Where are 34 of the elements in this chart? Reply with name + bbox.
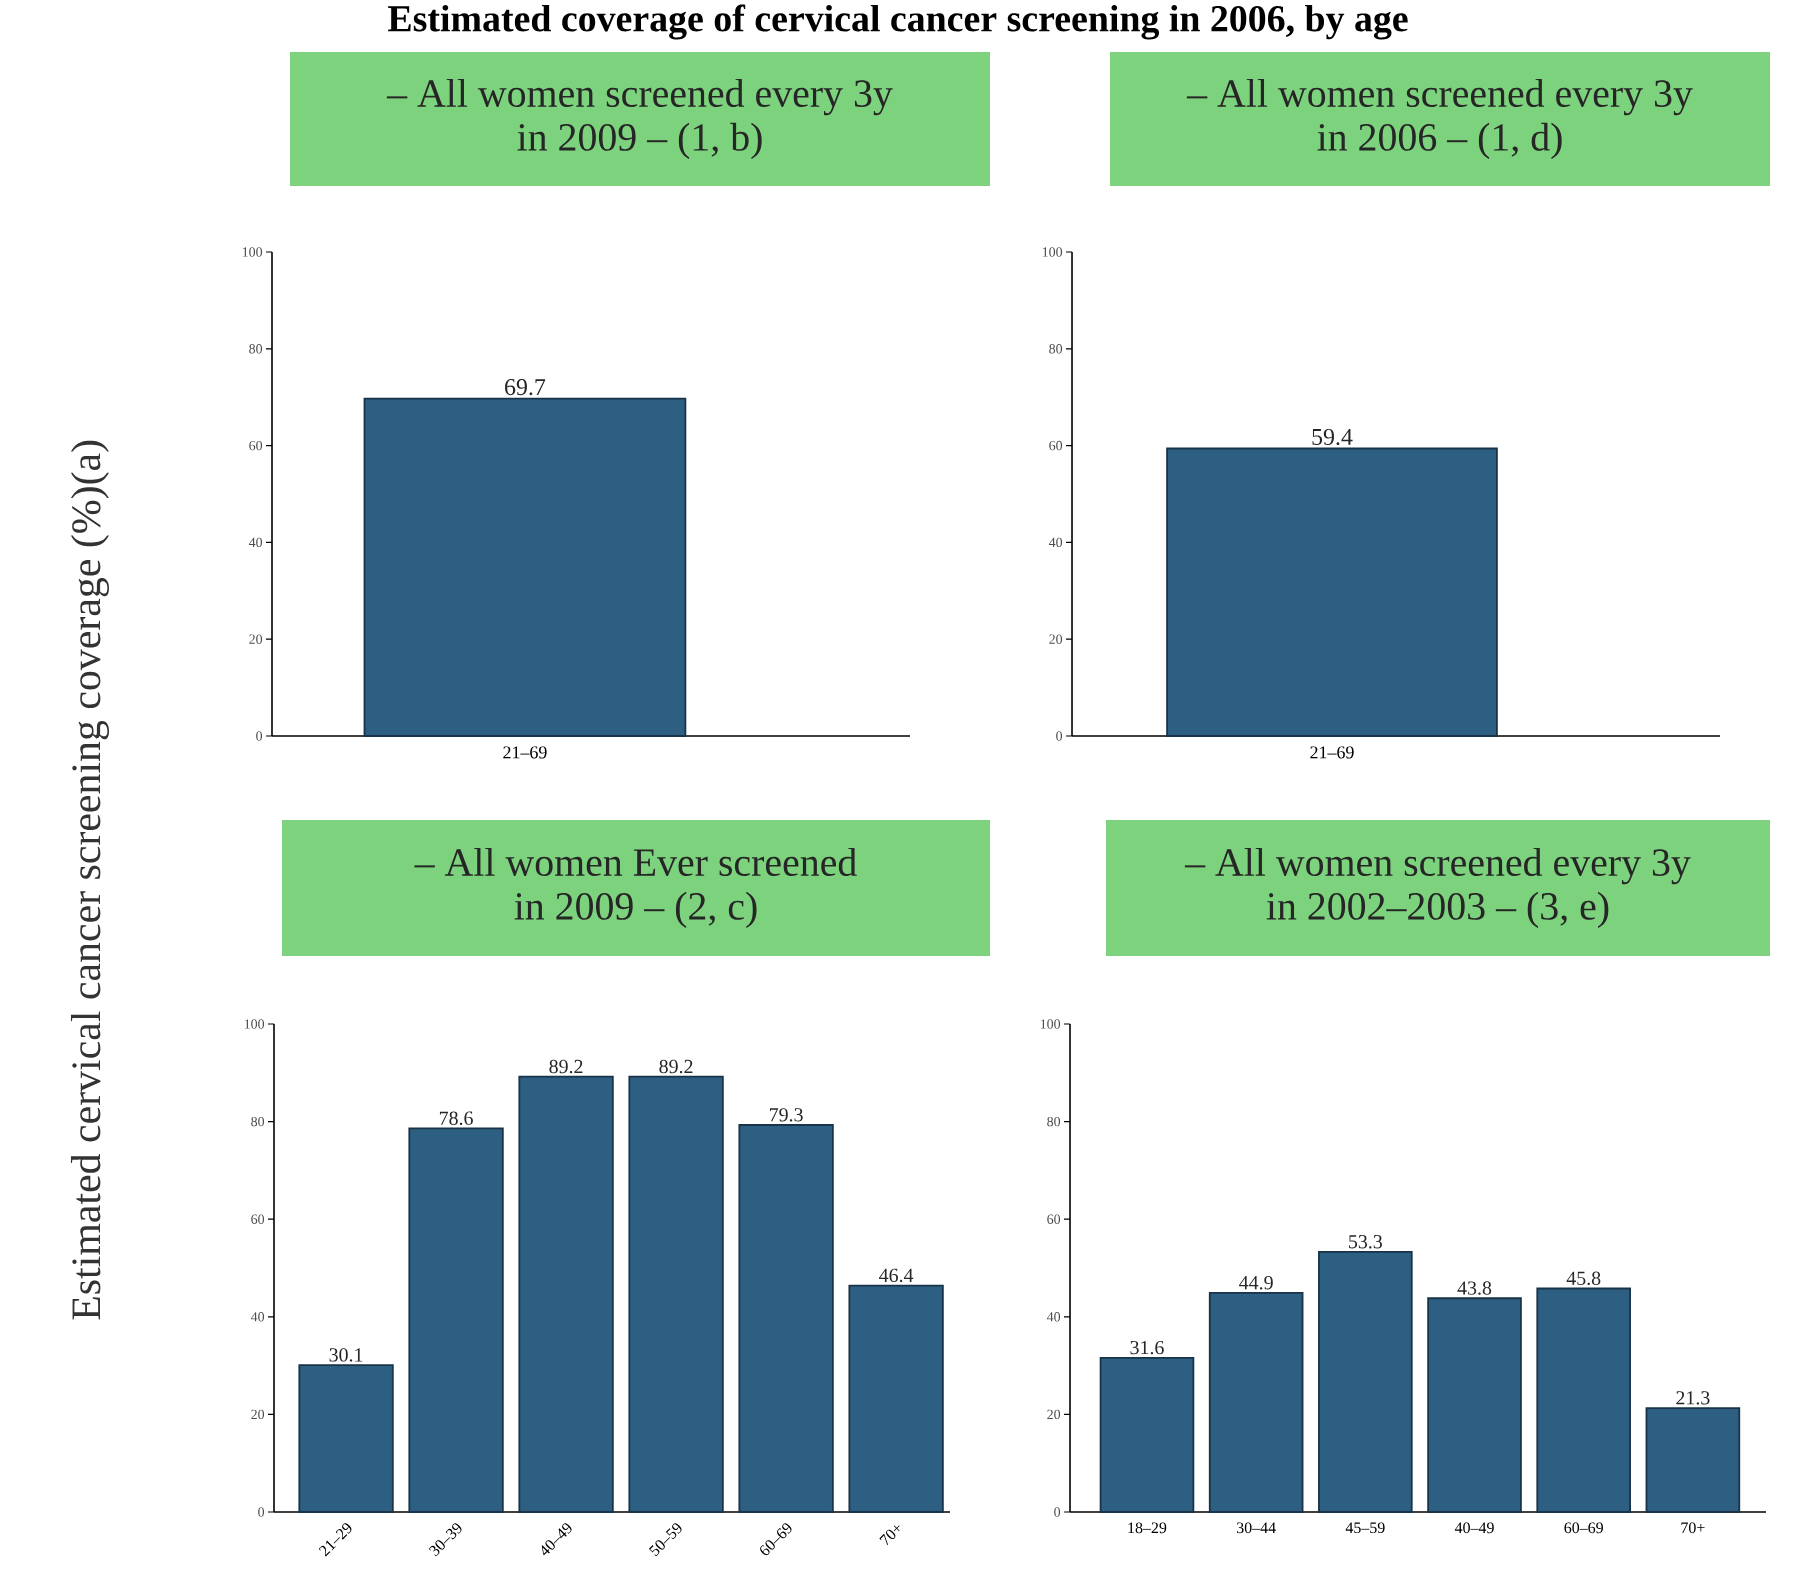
data-label: 30.1 <box>329 1348 363 1362</box>
x-tick-label: 21–69 <box>503 746 547 759</box>
bar <box>1099 1356 1195 1513</box>
data-label: 45.8 <box>1566 1271 1601 1286</box>
bar <box>1318 1250 1413 1513</box>
chart-title: – All women Ever screened in 2009 – (2, c) <box>414 848 857 928</box>
data-label: 59.4 <box>1312 428 1353 446</box>
chart-title: – All women screened every 3y in 2006 – (1, d) <box>1186 78 1693 159</box>
text: Estimated coverage of cervical cancer screening in 2006, by age <box>388 4 1408 40</box>
data-label: 46.4 <box>879 1268 914 1283</box>
x-tick-label: 21–69 <box>1310 746 1354 759</box>
bar <box>408 1127 504 1513</box>
bar <box>1208 1291 1304 1513</box>
data-label: 69.7 <box>505 379 546 396</box>
data-label: 43.8 <box>1457 1281 1492 1295</box>
data-label: 89.2 <box>659 1059 693 1074</box>
bar <box>1427 1297 1522 1513</box>
bar <box>848 1284 944 1513</box>
chart-title: – All women screened every 3y in 2009 – (1, b) <box>386 79 893 159</box>
data-label: 78.6 <box>439 1111 473 1126</box>
data-label: 89.2 <box>549 1059 583 1074</box>
y-axis-title: Estimated cervical cancer screening coverage (%)(a) <box>70 440 110 1320</box>
data-label: 31.6 <box>1130 1340 1164 1355</box>
data-label: 53.3 <box>1349 1235 1382 1249</box>
bar <box>1645 1407 1741 1513</box>
data-label: 79.3 <box>769 1108 803 1122</box>
bar <box>518 1075 614 1513</box>
bar <box>628 1075 724 1513</box>
data-label: 44.9 <box>1239 1276 1273 1290</box>
bar <box>298 1364 394 1513</box>
bar <box>1536 1287 1631 1513</box>
chart-title: – All women screened every 3y in 2002–2003 – (3, e) <box>1184 848 1691 928</box>
data-label: 21.3 <box>1676 1391 1710 1405</box>
bar <box>738 1124 834 1513</box>
